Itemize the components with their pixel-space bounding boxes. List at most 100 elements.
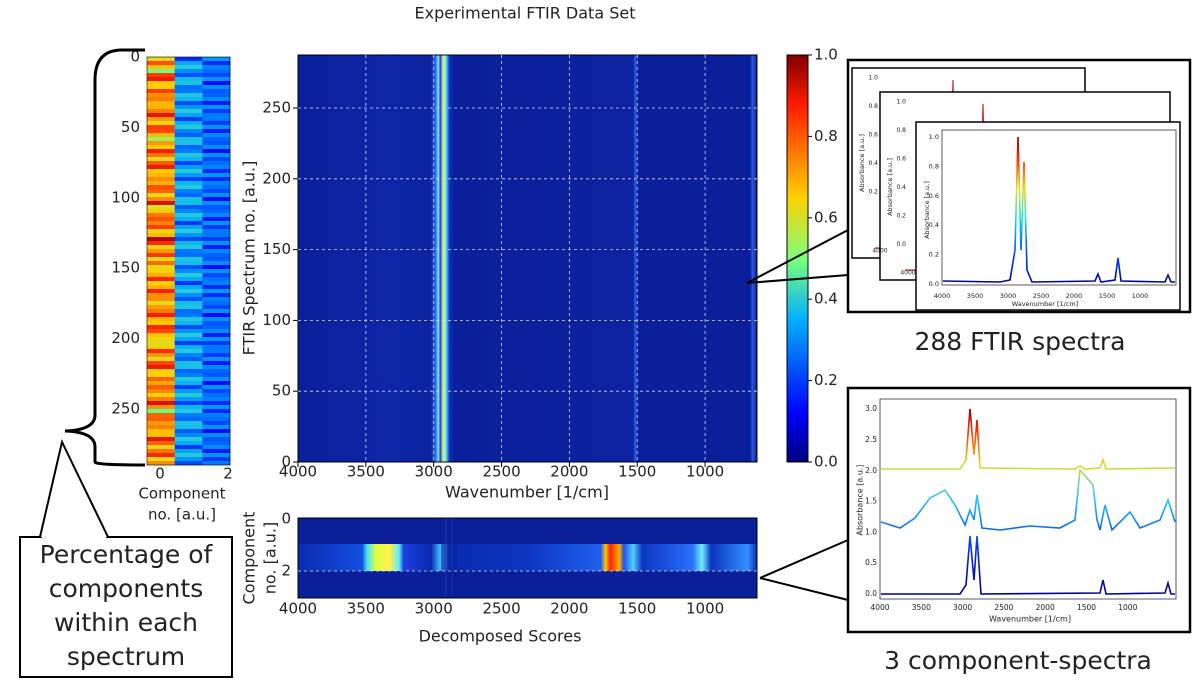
strip-cell <box>174 417 203 422</box>
x-tick-label: 1000 <box>686 463 724 481</box>
x-tick-label: 1500 <box>618 600 656 618</box>
strip-cell <box>174 277 203 282</box>
strip-cell <box>202 349 231 354</box>
strip-cell <box>147 333 175 338</box>
strip-cell <box>147 229 175 234</box>
strip-cell <box>202 121 231 126</box>
strip-cell <box>147 81 175 86</box>
strip-cell <box>202 357 231 362</box>
strip-cell <box>174 401 203 406</box>
strip-cell <box>147 185 175 190</box>
y-tick-label: 0 <box>281 453 291 471</box>
strip-cell <box>202 445 231 450</box>
title: Experimental FTIR Data Set <box>415 4 636 23</box>
strip-cell <box>174 285 203 290</box>
strip-cell <box>147 361 175 366</box>
y-axis-label: no. [a.u.] <box>261 522 280 594</box>
thumb-tick-label: 0.6 <box>929 192 939 200</box>
strip-cell <box>202 245 231 250</box>
component-strip <box>146 56 231 466</box>
strip-cell <box>174 65 203 70</box>
y-tick-label: 250 <box>262 99 291 117</box>
strip-cell <box>147 117 175 122</box>
comp-tick-label: 1000 <box>1118 603 1137 612</box>
strip-cell <box>174 361 203 366</box>
thumb-axis-label: Absorbance [a.u.] <box>886 158 894 216</box>
y-tick-label: 200 <box>111 329 140 347</box>
strip-cell <box>147 373 175 378</box>
strip-cell <box>202 293 231 298</box>
strip-cell <box>202 313 231 318</box>
y-tick-label: 200 <box>262 169 291 187</box>
strip-cell <box>147 313 175 318</box>
strip-cell <box>202 309 231 314</box>
strip-cell <box>147 277 175 282</box>
strip-cell <box>147 57 175 62</box>
strip-cell <box>202 213 231 218</box>
strip-cell <box>174 301 203 306</box>
strip-cell <box>147 121 175 126</box>
strip-cell <box>147 357 175 362</box>
strip-cell <box>147 269 175 274</box>
scores-frame <box>297 517 758 599</box>
strip-cell <box>147 453 175 458</box>
strip-cell <box>174 445 203 450</box>
strip-cell <box>202 249 231 254</box>
strip-cell <box>202 405 231 410</box>
strip-cell <box>147 241 175 246</box>
colorbar <box>786 54 809 463</box>
strip-cell <box>202 233 231 238</box>
strip-cell <box>202 165 231 170</box>
thumb-tick-label: 0.8 <box>929 162 939 170</box>
strip-cell <box>202 217 231 222</box>
strip-cell <box>147 89 175 94</box>
strip-cell <box>147 293 175 298</box>
strip-cell <box>147 85 175 90</box>
strip-cell <box>202 85 231 90</box>
strip-cell <box>147 149 175 154</box>
thumb-tick-label: 4000 <box>900 270 915 277</box>
x-axis-label: Component <box>138 485 225 503</box>
thumb-tick-label: 0.6 <box>896 156 906 163</box>
strip-cell <box>202 209 231 214</box>
strip-cell <box>174 237 203 242</box>
thumb-tick-label: 0.4 <box>896 184 906 191</box>
strip-cell <box>174 345 203 350</box>
strip-cell <box>174 61 203 66</box>
strip-cell <box>202 389 231 394</box>
thumb-tick-label: 2000 <box>1066 292 1083 300</box>
comp-tick-label: 2000 <box>1036 603 1055 612</box>
x-axis-label: Wavenumber [1/cm] <box>445 483 609 502</box>
strip-cell <box>147 345 175 350</box>
strip-cell <box>174 117 203 122</box>
strip-cell <box>202 397 231 402</box>
strip-cell <box>147 105 175 110</box>
comp-tick-label: 0.5 <box>865 558 877 567</box>
strip-cell <box>174 245 203 250</box>
thumb-tick-label: 0.4 <box>929 221 939 229</box>
strip-cell <box>174 357 203 362</box>
strip-cell <box>174 69 203 74</box>
strip-cell <box>174 229 203 234</box>
strip-cell <box>174 393 203 398</box>
strip-cell <box>147 389 175 394</box>
strip-cell <box>147 101 175 106</box>
strip-cell <box>174 189 203 194</box>
component-line <box>881 408 1176 470</box>
thumb-tick-label: 0.6 <box>868 132 878 139</box>
strip-cell <box>147 165 175 170</box>
comp-tick-label: 0.0 <box>865 589 877 598</box>
caption: 3 component-spectra <box>884 646 1152 675</box>
thumbnail-axes <box>941 129 1177 286</box>
strip-cell <box>174 157 203 162</box>
strip-cell <box>202 393 231 398</box>
strip-cell <box>147 225 175 230</box>
strip-cell <box>147 301 175 306</box>
strip-cell <box>202 253 231 258</box>
strip-cell <box>147 381 175 386</box>
callout-pointer <box>39 439 109 538</box>
y-tick-label: 250 <box>111 400 140 418</box>
strip-cell <box>202 133 231 138</box>
strip-cell <box>202 161 231 166</box>
strip-cell <box>174 385 203 390</box>
